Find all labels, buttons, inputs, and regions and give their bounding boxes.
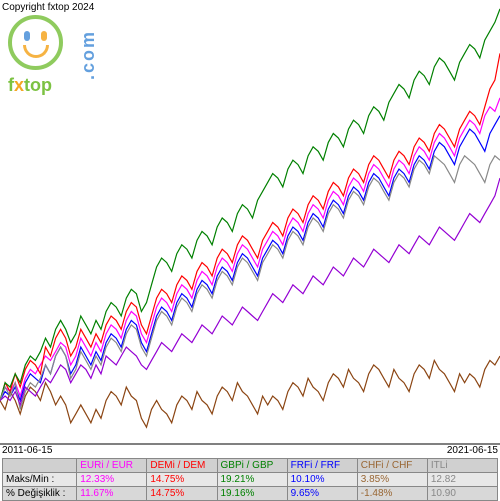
cell-1-1: 14.75%: [147, 487, 217, 501]
cell-1-4: -1.48%: [357, 487, 427, 501]
summary-table: EURi / EURDEMi / DEMGBPi / GBPFRFi / FRF…: [2, 458, 498, 501]
table-header-1: EURi / EUR: [77, 459, 147, 473]
x-axis-end: 2021-06-15: [447, 445, 498, 456]
row-label-1: % Değişiklik :: [3, 487, 77, 501]
series-demi---dem: [0, 53, 500, 400]
table-header-5: CHFi / CHF: [357, 459, 427, 473]
logo-com: .com: [78, 30, 99, 80]
cell-1-3: 9.65%: [287, 487, 357, 501]
cell-0-2: 19.21%: [217, 473, 287, 487]
cell-0-1: 14.75%: [147, 473, 217, 487]
table-header-3: GBPi / GBP: [217, 459, 287, 473]
chart-svg: [0, 0, 500, 445]
cell-1-5: 10.90: [427, 487, 497, 501]
cell-1-2: 19.16%: [217, 487, 287, 501]
table-header-6: ITLi: [427, 459, 497, 473]
table-header-4: FRFi / FRF: [287, 459, 357, 473]
x-axis: 2011-06-15 2021-06-15: [0, 445, 500, 457]
copyright-text: Copyright fxtop 2024: [2, 2, 94, 13]
row-label-0: Maks/Min :: [3, 473, 77, 487]
line-chart: [0, 0, 500, 445]
table-header-2: DEMi / DEM: [147, 459, 217, 473]
fxtop-logo: .com: [8, 15, 63, 73]
cell-0-5: 12.82: [427, 473, 497, 487]
x-axis-start: 2011-06-15: [2, 445, 52, 456]
cell-0-4: 3.85%: [357, 473, 427, 487]
cell-0-0: 12.33%: [77, 473, 147, 487]
series-gbpi---gbp: [0, 9, 500, 401]
cell-1-0: 11.67%: [77, 487, 147, 501]
cell-0-3: 10.10%: [287, 473, 357, 487]
logo-face-icon: [8, 15, 63, 70]
table-header-0: [3, 459, 77, 473]
